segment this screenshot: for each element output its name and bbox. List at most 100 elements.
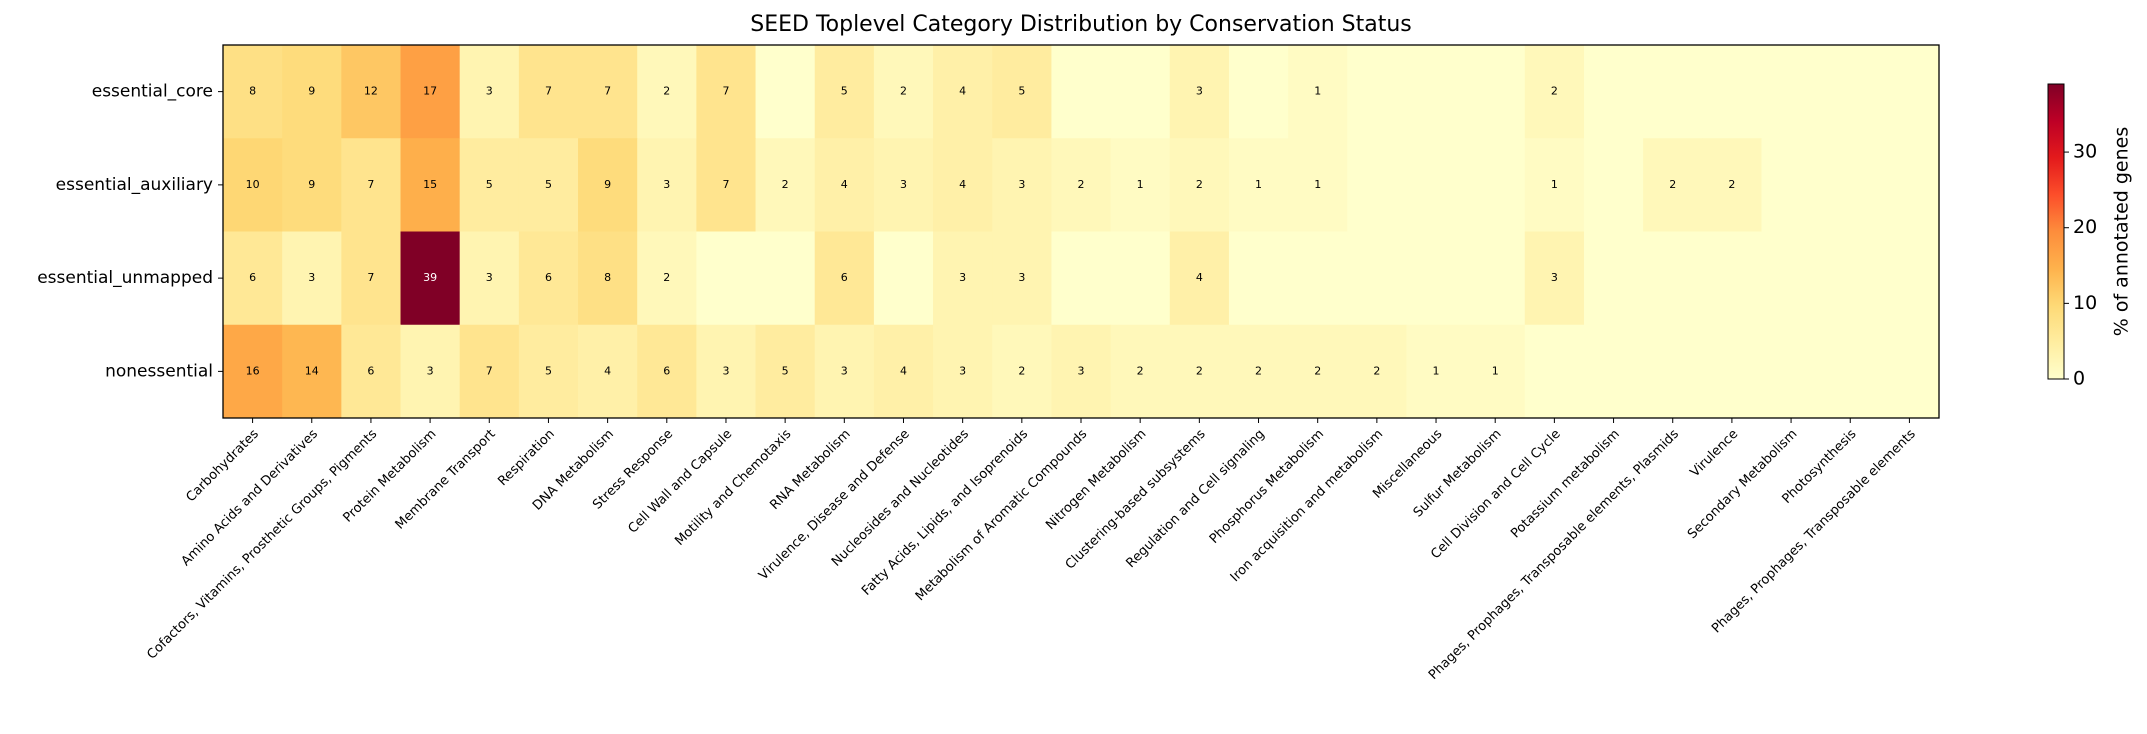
x-tick-label: Respiration: [495, 427, 557, 489]
heatmap-cell: [1110, 138, 1171, 232]
heatmap-cell: [1583, 138, 1644, 232]
heatmap-cell: [518, 45, 579, 139]
heatmap-cell: [637, 138, 697, 232]
y-tick-label: essential_core: [92, 82, 213, 102]
cell-label: 3: [1551, 271, 1558, 284]
heatmap-cell: [1465, 324, 1526, 419]
heatmap-cell: [1347, 231, 1407, 326]
heatmap-cell: [400, 324, 461, 419]
heatmap-cell: [755, 324, 816, 419]
cell-label: 6: [249, 271, 256, 284]
heatmap-cell: [1524, 45, 1585, 139]
heatmap-cell: [1169, 324, 1230, 419]
heatmap-cell: [1406, 45, 1467, 139]
cell-label: 2: [900, 85, 907, 98]
heatmap-cell: [1051, 324, 1112, 419]
heatmap-cell: [873, 324, 934, 419]
cell-label: 5: [486, 178, 493, 191]
colorbar: [2047, 83, 2065, 380]
cell-label: 39: [423, 271, 437, 284]
cell-label: 2: [1373, 364, 1380, 377]
heatmap-cell: [459, 231, 520, 326]
cell-label: 4: [1196, 271, 1203, 284]
cell-label: 3: [427, 364, 434, 377]
heatmap-cell: [933, 324, 993, 419]
cell-label: 3: [1018, 178, 1025, 191]
cell-label: 3: [1078, 364, 1085, 377]
heatmap-cell: [1702, 231, 1762, 326]
heatmap-cell: [341, 138, 402, 232]
heatmap-cell: [637, 324, 697, 419]
heatmap-cell: [992, 138, 1052, 232]
heatmap-cell: [341, 45, 402, 139]
x-tick-label: Cell Wall and Capsule: [625, 427, 735, 537]
cell-label: 6: [663, 364, 670, 377]
heatmap-cell: [282, 231, 342, 326]
heatmap-cell: [1169, 45, 1230, 139]
heatmap-cell: [223, 45, 283, 139]
cell-label: 9: [308, 178, 315, 191]
cell-label: 2: [1137, 364, 1144, 377]
y-tick-label: essential_auxiliary: [56, 175, 213, 195]
cell-label: 2: [1018, 364, 1025, 377]
heatmap-cell: [1110, 231, 1171, 326]
x-tick-label: Secondary Metabolism: [1685, 427, 1800, 542]
heatmap-cell: [578, 324, 638, 419]
heatmap-cell: [814, 45, 875, 139]
heatmap-cell: [459, 324, 520, 419]
cell-label: 2: [663, 85, 670, 98]
heatmap-cell: [1051, 45, 1112, 139]
cell-label: 4: [959, 85, 966, 98]
heatmap-cell: [1110, 324, 1171, 419]
cell-label: 5: [545, 178, 552, 191]
heatmap-cell: [1524, 138, 1585, 232]
cell-label: 3: [486, 85, 493, 98]
heatmap-cell: [1820, 138, 1881, 232]
heatmap-cell: [933, 231, 993, 326]
x-tick-label: Cofactors, Vitamins, Prosthetic Groups, …: [144, 427, 380, 663]
heatmap-cell: [1051, 231, 1112, 326]
heatmap-cell: [400, 45, 461, 139]
heatmap-cell: [1820, 231, 1881, 326]
cell-label: 6: [545, 271, 552, 284]
cell-label: 14: [305, 364, 319, 377]
heatmap-cell: [1761, 138, 1822, 232]
heatmap-cell: [1169, 231, 1230, 326]
heatmap-cell: [1879, 324, 1940, 419]
heatmap-cell: [1228, 45, 1289, 139]
cell-label: 3: [486, 271, 493, 284]
heatmap-cell: [873, 45, 934, 139]
cell-label: 15: [423, 178, 437, 191]
heatmap-cell: [696, 45, 757, 139]
cell-label: 3: [841, 364, 848, 377]
heatmap-cell: [223, 231, 283, 326]
heatmap-cell: [814, 324, 875, 419]
heatmap-cell: [459, 138, 520, 232]
heatmap-cell: [341, 324, 402, 419]
cell-label: 2: [1196, 364, 1203, 377]
heatmap-cell: [1761, 45, 1822, 139]
heatmap-cell: [637, 45, 697, 139]
cell-label: 2: [1551, 85, 1558, 98]
cell-label: 7: [367, 178, 374, 191]
heatmap-cell: [992, 231, 1052, 326]
cell-label: 5: [1018, 85, 1025, 98]
cell-label: 1: [1255, 178, 1262, 191]
heatmap-cell: [1228, 138, 1289, 232]
heatmap-cell: [282, 45, 342, 139]
colorbar-tick-label: 20: [2073, 216, 2097, 238]
heatmap-cell: [223, 324, 283, 419]
heatmap-cell: [1702, 45, 1762, 139]
cell-label: 3: [308, 271, 315, 284]
heatmap-cell: [696, 138, 757, 232]
x-tick-label: Phosphorus Metabolism: [1207, 427, 1327, 547]
cell-label: 5: [841, 85, 848, 98]
cell-label: 3: [1018, 271, 1025, 284]
cell-label: 3: [663, 178, 670, 191]
cell-label: 8: [249, 85, 256, 98]
heatmap-cell: [1761, 231, 1822, 326]
x-tick-label: Motility and Chemotaxis: [672, 427, 794, 549]
heatmap-cell: [1583, 324, 1644, 419]
cell-label: 16: [246, 364, 260, 377]
